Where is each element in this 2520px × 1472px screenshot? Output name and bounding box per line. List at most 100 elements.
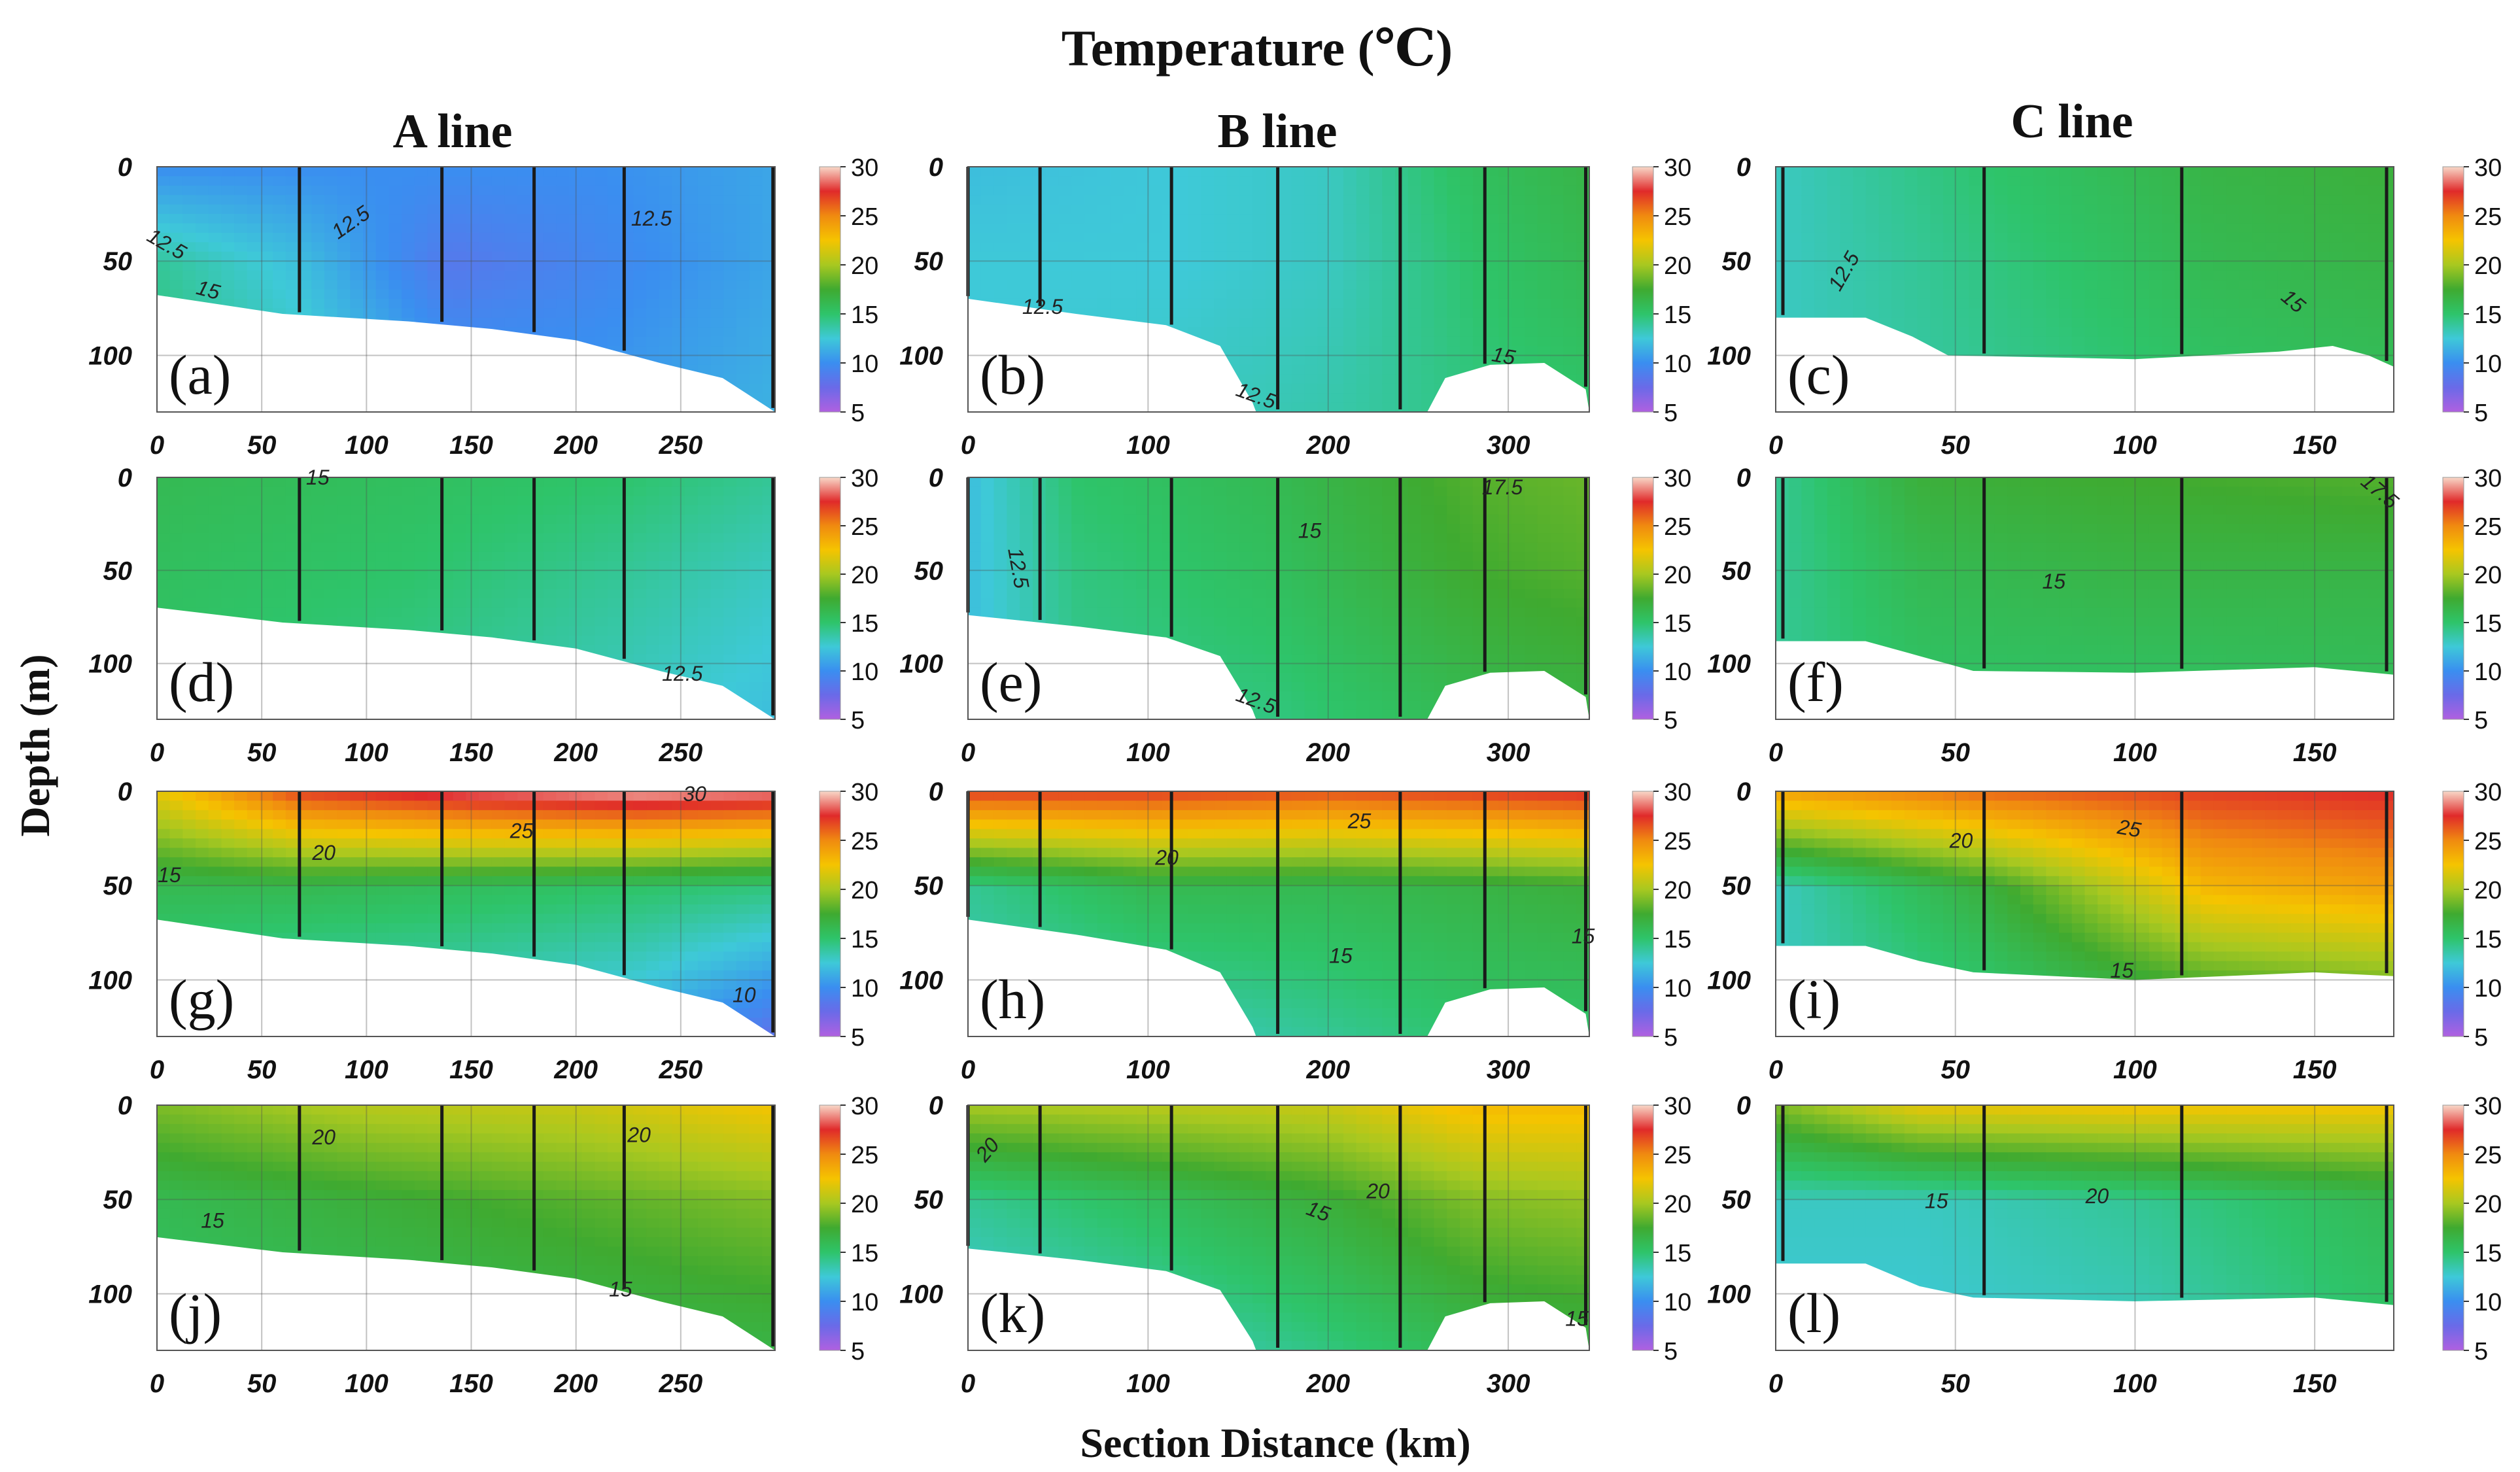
heatmap-cell xyxy=(672,242,686,252)
heatmap-cell xyxy=(672,289,686,300)
panel-frame xyxy=(967,166,1590,413)
heatmap-cell xyxy=(1930,270,1944,281)
heatmap-cell xyxy=(311,185,325,196)
heatmap-cell xyxy=(1317,232,1332,243)
heatmap-cell xyxy=(1045,195,1060,205)
heatmap-cell xyxy=(659,346,673,356)
heatmap-cell xyxy=(2342,185,2356,196)
heatmap-cell xyxy=(169,280,184,290)
heatmap-cell xyxy=(1291,214,1305,224)
heatmap-cell xyxy=(247,270,261,281)
heatmap-cell xyxy=(2252,195,2266,205)
heatmap-cell xyxy=(595,280,609,290)
heatmap-cell xyxy=(569,195,583,205)
heatmap-cell xyxy=(1434,251,1448,262)
heatmap-cell xyxy=(363,505,377,515)
heatmap-cell xyxy=(608,327,621,337)
heatmap-cell xyxy=(388,242,403,252)
heatmap-cell xyxy=(402,579,415,590)
heatmap-cell xyxy=(1434,317,1448,328)
heatmap-cell xyxy=(1537,336,1551,347)
heatmap-cell xyxy=(595,487,609,497)
heatmap-cell xyxy=(504,533,519,543)
heatmap-cell xyxy=(1525,251,1538,262)
heatmap-cell xyxy=(1853,214,1867,224)
heatmap-cell xyxy=(504,570,519,581)
heatmap-cell xyxy=(208,496,222,506)
heatmap-cell xyxy=(402,232,415,243)
heatmap-cell xyxy=(337,617,351,627)
heatmap-cell xyxy=(1421,289,1435,300)
heatmap-cell xyxy=(182,270,197,281)
heatmap-cell xyxy=(1382,185,1396,196)
heatmap-cell xyxy=(2355,280,2369,290)
heatmap-cell xyxy=(736,327,750,337)
panel-letter: (a) xyxy=(169,343,231,406)
heatmap-cell xyxy=(414,280,428,290)
heatmap-cell xyxy=(2329,308,2343,318)
heatmap-cell xyxy=(2046,308,2060,318)
heatmap-cell xyxy=(388,176,403,186)
heatmap-cell xyxy=(2200,298,2215,309)
heatmap-cell xyxy=(182,487,197,497)
heatmap-cell xyxy=(608,261,621,271)
heatmap-cell xyxy=(685,514,699,525)
heatmap-cell xyxy=(1878,270,1893,281)
heatmap-cell xyxy=(620,551,634,562)
heatmap-cell xyxy=(491,589,506,599)
heatmap-cell xyxy=(1382,402,1396,412)
heatmap-cell xyxy=(324,232,338,243)
heatmap-cell xyxy=(350,477,364,488)
heatmap-cell xyxy=(273,232,286,243)
heatmap-cell xyxy=(1891,270,1905,281)
heatmap-cell xyxy=(247,487,261,497)
heatmap-cell xyxy=(2188,251,2201,262)
heatmap-cell xyxy=(2342,261,2356,271)
heatmap-cell xyxy=(1084,232,1098,243)
heatmap-cell xyxy=(1201,298,1215,309)
heatmap-cell xyxy=(1291,242,1305,252)
heatmap-cell xyxy=(1239,308,1254,318)
heatmap-cell xyxy=(581,214,596,224)
heatmap-cell xyxy=(208,487,222,497)
heatmap-cell xyxy=(1550,327,1564,337)
heatmap-cell xyxy=(1084,195,1098,205)
heatmap-cell xyxy=(273,505,286,515)
heatmap-cell xyxy=(633,336,647,347)
heatmap-cell xyxy=(350,214,364,224)
heatmap-cell xyxy=(2316,336,2330,347)
heatmap-cell xyxy=(1498,242,1513,252)
heatmap-cell xyxy=(1266,402,1279,412)
heatmap-cell xyxy=(1460,355,1474,366)
heatmap-cell xyxy=(247,298,261,309)
heatmap-cell xyxy=(517,579,531,590)
heatmap-cell xyxy=(1279,393,1292,403)
heatmap-cell xyxy=(402,608,415,618)
heatmap-cell xyxy=(260,542,274,553)
heatmap-cell xyxy=(1343,289,1357,300)
heatmap-cell xyxy=(182,579,197,590)
heatmap-cell xyxy=(1071,270,1086,281)
heatmap-cell xyxy=(1395,270,1409,281)
heatmap-cell xyxy=(479,214,492,224)
heatmap-cell xyxy=(1942,336,1957,347)
heatmap-cell xyxy=(2084,280,2099,290)
heatmap-cell xyxy=(2162,298,2176,309)
heatmap-cell xyxy=(620,317,634,328)
heatmap-cell xyxy=(1511,261,1526,271)
heatmap-cell xyxy=(388,308,403,318)
heatmap-cell xyxy=(196,195,209,205)
heatmap-cell xyxy=(2020,270,2034,281)
heatmap-cell xyxy=(1123,185,1137,196)
heatmap-cell xyxy=(1485,251,1500,262)
heatmap-cell xyxy=(440,570,454,581)
heatmap-cell xyxy=(2084,261,2099,271)
heatmap-cell xyxy=(1788,261,1803,271)
heatmap-cell xyxy=(1304,393,1319,403)
heatmap-cell xyxy=(363,514,377,525)
heatmap-cell xyxy=(620,327,634,337)
heatmap-cell xyxy=(556,308,570,318)
heatmap-cell xyxy=(1801,195,1816,205)
heatmap-cell xyxy=(1136,232,1150,243)
heatmap-cell xyxy=(543,317,557,328)
